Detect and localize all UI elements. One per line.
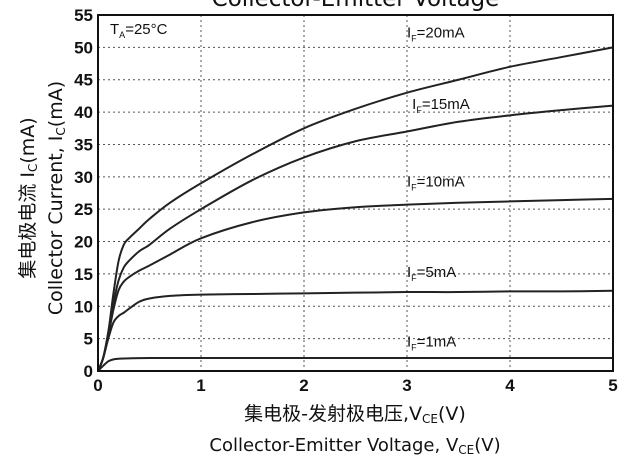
- x-tick-label: 5: [608, 376, 617, 395]
- chart-title: Collector-Emitter Voltage: [98, 0, 613, 12]
- series-line: [97, 197, 614, 372]
- y-axis-label-cn: 集电极电流 IC(mA): [17, 117, 40, 278]
- y-tick-label: 25: [74, 200, 93, 219]
- y-tick-label: 35: [74, 135, 93, 154]
- condition-sub: A: [119, 30, 125, 40]
- x-tick-label: 4: [505, 376, 515, 395]
- grid: [98, 15, 613, 371]
- plot-frame: [97, 14, 614, 372]
- x-axis-label-cn: 集电极-发射极电压,VCE(V): [244, 403, 466, 426]
- x-tick-label: 2: [299, 376, 308, 395]
- y-tick-label: 30: [74, 168, 93, 187]
- series-label: IF=5mA: [407, 264, 456, 283]
- series-line: [97, 357, 613, 372]
- y-tick-label: 10: [74, 297, 93, 316]
- condition-tail: =25°C: [125, 21, 167, 38]
- x-tick-label: 1: [196, 376, 205, 395]
- series-label: IF=1mA: [407, 333, 456, 352]
- y-tick-label: 20: [74, 233, 93, 252]
- x-tick-label: 3: [402, 376, 411, 395]
- series-label: IF=15mA: [412, 96, 470, 115]
- series-label: IF=10mA: [407, 174, 465, 193]
- series-line: [97, 46, 614, 372]
- series-group: [97, 46, 614, 372]
- x-axis-label-en: Collector-Emitter Voltage, VCE(V): [209, 435, 500, 457]
- series-labels: IF=20mA IF=15mA IF=10mA IF=5mA IF=1mA: [407, 25, 470, 353]
- series-line: [97, 289, 614, 372]
- series-label: IF=20mA: [407, 25, 465, 44]
- x-tick-label: 0: [93, 376, 102, 395]
- y-tick-labels: 0 5 10 15 20 25 30 35 40 45 50 55: [74, 6, 93, 381]
- temperature-condition: TA=25°C: [110, 21, 168, 40]
- y-tick-label: 0: [84, 362, 93, 381]
- y-tick-label: 45: [74, 71, 93, 90]
- series-line: [97, 104, 614, 372]
- y-tick-label: 5: [84, 330, 93, 349]
- y-axis-label-en: Collector Current, IC(mA): [45, 81, 68, 315]
- y-tick-label: 50: [74, 38, 93, 57]
- condition-main: T: [110, 21, 119, 38]
- y-tick-label: 40: [74, 103, 93, 122]
- y-tick-label: 55: [74, 6, 93, 25]
- y-tick-label: 15: [74, 265, 93, 284]
- x-tick-labels: 0 1 2 3 4 5: [93, 376, 617, 395]
